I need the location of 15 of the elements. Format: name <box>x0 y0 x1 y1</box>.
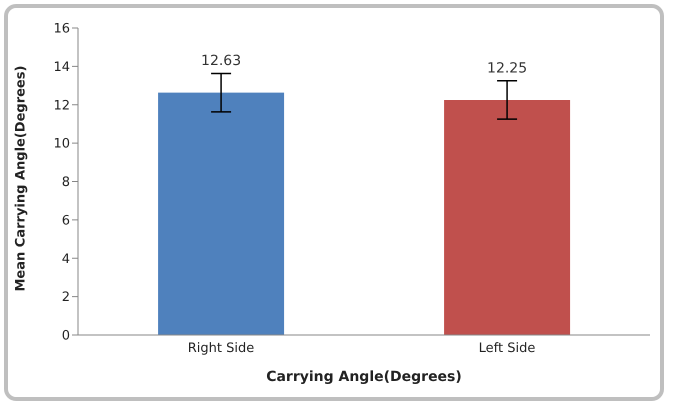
data-label: 12.63 <box>201 53 242 70</box>
y-axis-title: Mean Carrying Angle(Degrees) <box>14 66 29 292</box>
x-tick-label: Left Side <box>478 341 536 356</box>
y-tick-label: 16 <box>53 22 70 37</box>
y-tick-label: 14 <box>53 60 70 75</box>
y-tick-label: 12 <box>53 98 70 114</box>
y-tick-label: 0 <box>62 328 70 344</box>
y-tick-label: 6 <box>62 213 70 228</box>
data-label: 12.25 <box>487 60 528 76</box>
y-tick-label: 8 <box>62 175 70 190</box>
x-tick-label: Right Side <box>188 341 254 356</box>
y-tick-label: 4 <box>62 252 70 267</box>
x-axis-title: Carrying Angle(Degrees) <box>266 369 462 385</box>
y-tick-label: 10 <box>53 136 70 152</box>
y-tick-label: 2 <box>62 290 70 306</box>
